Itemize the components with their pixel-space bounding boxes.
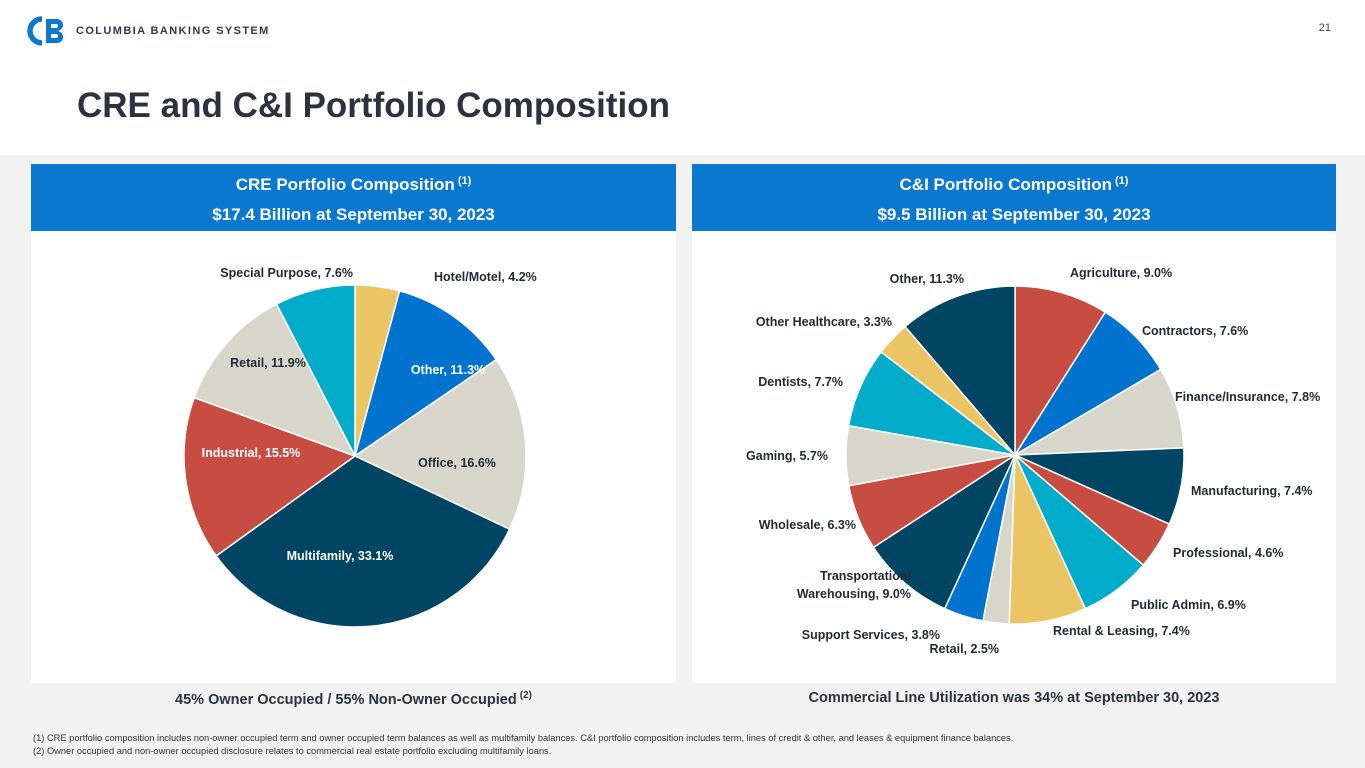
footnote-1: (1) CRE portfolio composition includes n… <box>33 733 1014 743</box>
cre-header-subtitle: $17.4 Billion at September 30, 2023 <box>212 204 495 224</box>
cre-header-footnote-ref: (1) <box>457 174 472 187</box>
slice-label: Contractors, 7.6% <box>1142 324 1248 338</box>
cre-panel-header: CRE Portfolio Composition (1) $17.4 Billi… <box>31 164 676 231</box>
slice-label: Rental & Leasing, 7.4% <box>1053 624 1190 638</box>
ci-header-title: C&I Portfolio Composition <box>899 174 1113 194</box>
pie-slice <box>872 452 1017 610</box>
footnote-2: (2) Owner occupied and non-owner occupie… <box>33 746 552 756</box>
cre-header-title: CRE Portfolio Composition <box>235 174 455 194</box>
slice-label: Industrial, 15.5% <box>202 446 301 460</box>
cre-pie-chart: Hotel/Motel, 4.2% Other, 11.3% Office, 16.… <box>183 266 537 628</box>
pie-slice <box>215 455 511 628</box>
ci-pie-chart: Agriculture, 9.0% Contractors, 7.6% Financ… <box>746 266 1320 656</box>
company-logo: COLUMBIA BANKING SYSTEM <box>26 16 270 46</box>
slice-label: Dentists, 7.7% <box>758 375 843 389</box>
line-utilization-note: Commercial Line Utilization was 34% at S… <box>808 690 1220 706</box>
page-title: CRE and C&I Portfolio Composition <box>77 86 671 125</box>
pie-slice <box>193 303 357 458</box>
cb-logo-icon <box>27 16 63 46</box>
cre-panel: CRE Portfolio Composition (1) $17.4 Billi… <box>31 164 676 683</box>
pie-slice <box>904 285 1016 458</box>
ci-panel-header: C&I Portfolio Composition (1) $9.5 Billio… <box>692 164 1336 231</box>
slice-label: Multifamily, 33.1% <box>287 549 394 563</box>
slice-label: Agriculture, 9.0% <box>1070 266 1172 280</box>
slice-label: Professional, 4.6% <box>1173 546 1283 560</box>
slice-label: Retail, 11.9% <box>230 356 306 370</box>
slice-label: Other, 11.3% <box>890 272 964 286</box>
pie-slice <box>1014 285 1107 458</box>
ci-header-footnote-ref: (1) <box>1115 174 1129 187</box>
slice-label: Manufacturing, 7.4% <box>1191 484 1313 498</box>
slice-label: Wholesale, 6.3% <box>759 518 856 532</box>
slice-label: Transportation/Warehousing, 9.0% <box>797 569 912 601</box>
slice-label: Special Purpose, 7.6% <box>220 266 353 280</box>
slice-label: Support Services, 3.8% <box>802 628 940 642</box>
slice-label: Finance/Insurance, 7.8% <box>1175 390 1320 404</box>
pie-slice <box>275 284 356 457</box>
pie-slice <box>183 396 357 557</box>
owner-occupied-footnote-ref: (2) <box>519 690 532 701</box>
slice-label: Gaming, 5.7% <box>746 449 828 463</box>
logo-text: COLUMBIA BANKING SYSTEM <box>76 25 270 37</box>
slice-label: Retail, 2.5% <box>930 642 999 656</box>
owner-occupied-note: 45% Owner Occupied / 55% Non-Owner Occup… <box>31 690 676 708</box>
ci-panel: C&I Portfolio Composition (1) $9.5 Billio… <box>692 164 1336 683</box>
pie-slice <box>353 289 498 458</box>
slice-label: Office, 16.6% <box>418 456 496 470</box>
page-number: 21 <box>1318 22 1331 34</box>
slice-label: Public Admin, 6.9% <box>1131 598 1246 612</box>
owner-occupied-text: 45% Owner Occupied / 55% Non-Owner Occup… <box>175 692 517 708</box>
ci-header-subtitle: $9.5 Billion at September 30, 2023 <box>877 204 1151 224</box>
pie-slice <box>353 358 527 531</box>
slice-label: Other, 11.3% <box>411 363 485 377</box>
slice-label: Hotel/Motel, 4.2% <box>434 270 537 284</box>
slice-label: Other Healthcare, 3.3% <box>756 315 892 329</box>
